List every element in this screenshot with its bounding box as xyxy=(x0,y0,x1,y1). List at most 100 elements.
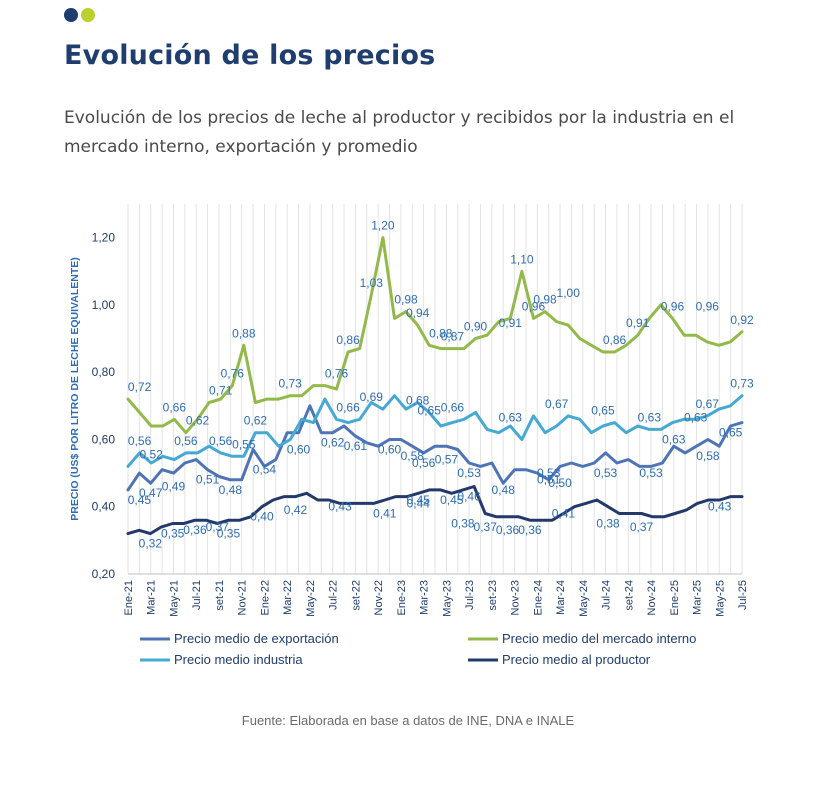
data-label: 1,10 xyxy=(510,252,534,266)
data-label: 0,53 xyxy=(594,466,618,480)
x-tick-label: Jul-21 xyxy=(191,580,203,610)
data-label: 0,66 xyxy=(336,400,360,414)
brand-dot-lime xyxy=(81,8,95,22)
data-label: 0,73 xyxy=(730,377,754,391)
data-label: 0,87 xyxy=(441,330,465,344)
data-label: 0,55 xyxy=(232,437,256,451)
x-tick-label: Jul-22 xyxy=(328,580,340,610)
y-tick-label: 0,60 xyxy=(92,432,116,446)
series-line-2 xyxy=(126,236,744,435)
data-label: 0,35 xyxy=(217,527,241,541)
data-label: 0,88 xyxy=(429,326,453,340)
page-title: Evolución de los precios xyxy=(64,40,436,71)
legend-label: Precio medio industria xyxy=(174,652,303,667)
x-tick-label: Mar-21 xyxy=(146,580,158,615)
y-tick-label: 1,00 xyxy=(92,298,116,312)
data-label: 0,65 xyxy=(719,426,743,440)
data-label: 0,45 xyxy=(440,493,464,507)
y-axis-title: PRECIO (US$ POR LITRO DE LECHE EQUIVALEN… xyxy=(69,257,81,521)
brand-dots xyxy=(64,8,104,22)
data-label: 0,61 xyxy=(344,439,368,453)
data-label: 0,72 xyxy=(128,380,152,394)
data-label: 0,67 xyxy=(696,397,720,411)
data-label: 0,32 xyxy=(139,537,163,551)
x-tick-label: set-21 xyxy=(214,580,226,611)
data-label: 0,48 xyxy=(219,483,243,497)
data-label: 0,35 xyxy=(161,527,185,541)
x-tick-label: Nov-22 xyxy=(373,580,385,615)
data-label: 0,63 xyxy=(499,410,523,424)
data-label: 0,36 xyxy=(183,523,207,537)
data-label: 0,41 xyxy=(552,506,576,520)
data-label: 0,76 xyxy=(221,367,245,381)
x-tick-label: May-21 xyxy=(168,580,180,617)
x-tick-label: set-22 xyxy=(350,580,362,611)
data-label: 0,92 xyxy=(730,313,754,327)
series-line-3 xyxy=(126,394,744,468)
x-tick-label: May-23 xyxy=(441,580,453,617)
data-label: 0,46 xyxy=(457,490,481,504)
data-label: 0,57 xyxy=(435,453,459,467)
data-label: 1,20 xyxy=(371,219,395,233)
data-label: 0,71 xyxy=(209,383,233,397)
data-label: 0,43 xyxy=(328,500,352,514)
x-tick-label: set-24 xyxy=(623,580,635,611)
data-label: 0,48 xyxy=(492,483,516,497)
x-tick-label: Mar-23 xyxy=(419,580,431,615)
data-label: 0,36 xyxy=(518,523,542,537)
data-label: 0,67 xyxy=(545,397,569,411)
data-label: 0,60 xyxy=(378,442,402,456)
data-label: 0,40 xyxy=(250,510,274,524)
data-label: 0,50 xyxy=(548,476,572,490)
data-label: 0,76 xyxy=(325,367,349,381)
y-tick-label: 0,80 xyxy=(92,365,116,379)
data-label: 0,37 xyxy=(630,520,654,534)
data-label: 0,52 xyxy=(139,447,163,461)
data-label: 0,54 xyxy=(253,463,277,477)
brand-dot-navy xyxy=(64,8,78,22)
data-label: 0,62 xyxy=(321,436,345,450)
data-label: 0,91 xyxy=(499,316,523,330)
data-label: 0,45 xyxy=(128,493,152,507)
data-label: 0,45 xyxy=(407,493,431,507)
x-tick-label: Nov-24 xyxy=(646,580,658,615)
y-tick-label: 0,20 xyxy=(92,567,116,581)
data-label: 0,88 xyxy=(232,326,256,340)
data-label: 0,63 xyxy=(662,432,686,446)
data-label: 0,96 xyxy=(522,299,546,313)
data-label: 0,60 xyxy=(287,442,311,456)
data-label: 0,96 xyxy=(661,299,685,313)
data-label: 0,91 xyxy=(626,316,650,330)
data-label: 0,53 xyxy=(457,466,481,480)
x-tick-label: May-25 xyxy=(714,580,726,617)
source-note: Fuente: Elaborada en base a datos de INE… xyxy=(241,713,575,728)
x-tick-label: May-22 xyxy=(305,580,317,617)
data-label: 0,44 xyxy=(407,496,431,510)
legend-label: Precio medio del mercado interno xyxy=(502,631,696,646)
y-tick-label: 1,20 xyxy=(92,231,116,245)
data-label: 0,86 xyxy=(336,333,360,347)
data-label: 0,86 xyxy=(603,333,627,347)
data-label: 0,56 xyxy=(209,434,233,448)
x-tick-label: Ene-22 xyxy=(259,580,271,615)
data-label: 0,37 xyxy=(206,520,230,534)
x-tick-label: Jul-23 xyxy=(464,580,476,610)
x-tick-label: May-24 xyxy=(578,580,590,617)
data-label: 0,63 xyxy=(684,410,708,424)
data-label: 0,73 xyxy=(279,377,303,391)
data-label: 0,56 xyxy=(128,434,152,448)
y-tick-label: 0,40 xyxy=(92,500,116,514)
data-label: 0,56 xyxy=(412,456,436,470)
data-label: 0,94 xyxy=(406,306,430,320)
data-label: 0,98 xyxy=(394,293,418,307)
x-tick-label: Mar-25 xyxy=(692,580,704,615)
series-line-4 xyxy=(126,485,744,536)
x-tick-label: Ene-25 xyxy=(669,580,681,615)
price-line-chart: 0,20 0,40 0,60 0,80 1,00 1,20 PRECIO (US$ POR … xyxy=(69,204,754,667)
x-tick-label: Ene-21 xyxy=(123,580,135,615)
data-label: 0,43 xyxy=(708,500,732,514)
x-tick-label: Nov-21 xyxy=(237,580,249,615)
data-label: 0,62 xyxy=(244,414,268,428)
data-label: 0,51 xyxy=(196,473,220,487)
data-label: 1,00 xyxy=(557,286,581,300)
